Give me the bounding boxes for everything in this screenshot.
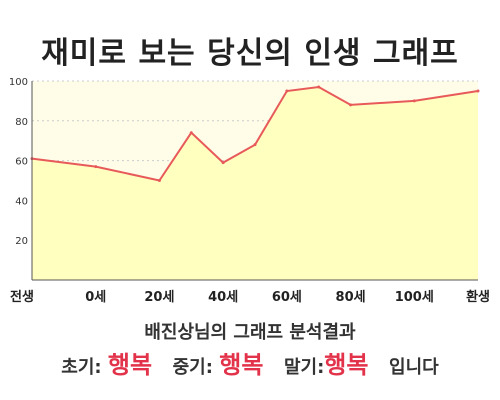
analysis-heading: 배진상님의 그래프 분석결과 — [144, 322, 356, 343]
data-point — [476, 89, 480, 93]
data-point — [412, 99, 416, 103]
x-tick-label: 환생 — [466, 289, 490, 305]
data-point — [189, 131, 193, 135]
y-tick-label: 40 — [15, 196, 28, 207]
x-tick-label: 40세 — [208, 290, 238, 305]
y-tick-label: 60 — [15, 157, 28, 168]
y-tick-label: 80 — [15, 117, 28, 128]
x-tick-label: 80세 — [336, 290, 366, 305]
y-tick-labels: 20 40 60 80 100 — [9, 77, 28, 247]
data-point — [221, 161, 225, 165]
x-tick-label: 100세 — [395, 290, 434, 305]
data-point — [317, 85, 321, 89]
middle-label: 중기: — [172, 357, 213, 378]
x-tick-labels: 전생 0세 20세 40세 60세 80세 100세 환생 — [10, 289, 490, 305]
data-point — [253, 143, 257, 147]
x-tick-label: 60세 — [272, 290, 302, 305]
data-point — [349, 103, 353, 107]
data-point — [157, 179, 161, 182]
ending-text: 입니다 — [389, 357, 439, 378]
x-tick-label: 전생 — [10, 289, 34, 305]
late-label: 말기: — [283, 357, 325, 378]
middle-value: 행복 — [219, 351, 264, 379]
early-label: 초기: — [61, 357, 102, 378]
analysis-result: 초기: 행복 중기: 행복 말기:행복 입니다 — [0, 345, 500, 380]
early-value: 행복 — [107, 351, 153, 379]
x-tick-label: 0세 — [85, 290, 106, 305]
data-point — [285, 89, 289, 93]
page-title: 재미로 보는 당신의 인생 그래프 — [41, 36, 459, 71]
data-point — [94, 165, 98, 169]
late-value: 행복 — [324, 351, 369, 379]
x-tick-label: 20세 — [144, 290, 174, 305]
y-tick-label: 100 — [9, 77, 28, 88]
area-fill — [32, 87, 478, 280]
y-tick-label: 20 — [15, 236, 28, 247]
